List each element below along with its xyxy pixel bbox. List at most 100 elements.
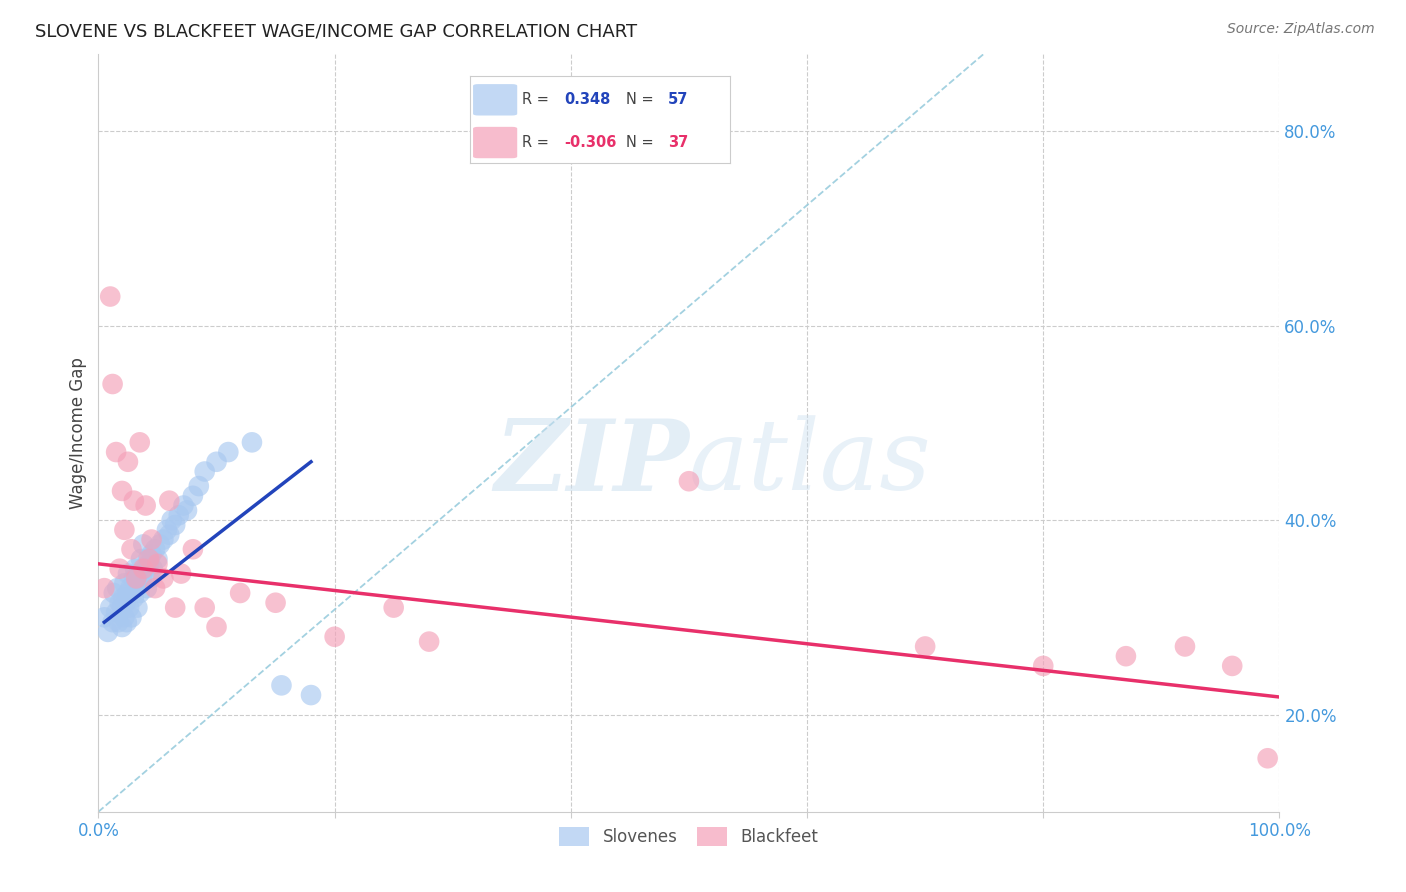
Point	[112, 523, 135, 537]
Point	[176, 503, 198, 517]
Point	[135, 581, 157, 595]
Point	[264, 596, 287, 610]
Point	[120, 581, 142, 595]
Point	[103, 586, 125, 600]
Text: SLOVENE VS BLACKFEET WAGE/INCOME GAP CORRELATION CHART: SLOVENE VS BLACKFEET WAGE/INCOME GAP COR…	[35, 22, 637, 40]
Point	[132, 537, 155, 551]
Point	[121, 542, 143, 557]
Point	[149, 537, 172, 551]
Point	[117, 566, 139, 581]
Point	[138, 557, 160, 571]
Point	[170, 566, 193, 581]
Point	[107, 615, 129, 630]
Point	[112, 576, 135, 591]
Point	[135, 499, 157, 513]
Point	[128, 566, 150, 581]
Point	[129, 552, 152, 566]
Point	[270, 678, 292, 692]
Point	[108, 562, 131, 576]
Point	[205, 620, 228, 634]
Point	[229, 586, 252, 600]
Point	[141, 547, 163, 561]
Point	[142, 562, 165, 576]
Point	[122, 591, 145, 605]
Point	[115, 615, 138, 630]
Point	[187, 479, 209, 493]
Point	[152, 533, 174, 547]
Point	[181, 542, 204, 557]
Point	[165, 518, 187, 533]
Point	[111, 483, 134, 498]
Text: Source: ZipAtlas.com: Source: ZipAtlas.com	[1227, 22, 1375, 37]
Point	[105, 606, 128, 620]
Point	[138, 552, 160, 566]
Point	[128, 435, 150, 450]
Point	[205, 455, 228, 469]
Text: ZIP: ZIP	[494, 415, 689, 511]
Point	[160, 513, 183, 527]
Point	[217, 445, 239, 459]
Point	[157, 493, 180, 508]
Point	[143, 542, 166, 557]
Point	[114, 596, 136, 610]
Point	[122, 571, 145, 585]
Point	[146, 557, 169, 571]
Point	[111, 620, 134, 634]
Point	[418, 634, 440, 648]
Text: atlas: atlas	[689, 416, 932, 510]
Point	[118, 600, 141, 615]
Point	[101, 615, 124, 630]
Point	[135, 562, 157, 576]
Point	[98, 600, 121, 615]
Point	[136, 552, 159, 566]
Point	[172, 499, 194, 513]
Point	[152, 571, 174, 585]
Point	[165, 600, 187, 615]
Point	[98, 289, 121, 303]
Point	[101, 377, 124, 392]
Point	[112, 591, 135, 605]
Point	[240, 435, 263, 450]
Point	[93, 610, 115, 624]
Point	[97, 624, 120, 639]
Legend: Slovenes, Blackfeet: Slovenes, Blackfeet	[553, 821, 825, 853]
Point	[1032, 659, 1054, 673]
Point	[194, 600, 217, 615]
Point	[111, 600, 134, 615]
Point	[323, 630, 346, 644]
Point	[132, 562, 155, 576]
Point	[146, 552, 169, 566]
Point	[139, 571, 162, 585]
Point	[128, 586, 150, 600]
Point	[93, 581, 115, 595]
Point	[143, 581, 166, 595]
Point	[125, 581, 148, 595]
Point	[167, 508, 190, 523]
Point	[156, 523, 179, 537]
Point	[105, 445, 128, 459]
Point	[105, 581, 128, 595]
Point	[121, 610, 143, 624]
Point	[124, 562, 146, 576]
Point	[108, 596, 131, 610]
Point	[181, 489, 204, 503]
Point	[382, 600, 405, 615]
Point	[122, 493, 145, 508]
Point	[1220, 659, 1243, 673]
Point	[194, 465, 217, 479]
Point	[1174, 640, 1197, 654]
Point	[125, 571, 148, 585]
Point	[117, 455, 139, 469]
Point	[131, 571, 153, 585]
Point	[914, 640, 936, 654]
Point	[117, 586, 139, 600]
Point	[157, 527, 180, 541]
Point	[299, 688, 322, 702]
Point	[1257, 751, 1279, 765]
Point	[141, 533, 163, 547]
Point	[1115, 649, 1137, 664]
Point	[678, 474, 700, 488]
Point	[127, 600, 149, 615]
Y-axis label: Wage/Income Gap: Wage/Income Gap	[69, 357, 87, 508]
Point	[112, 610, 135, 624]
